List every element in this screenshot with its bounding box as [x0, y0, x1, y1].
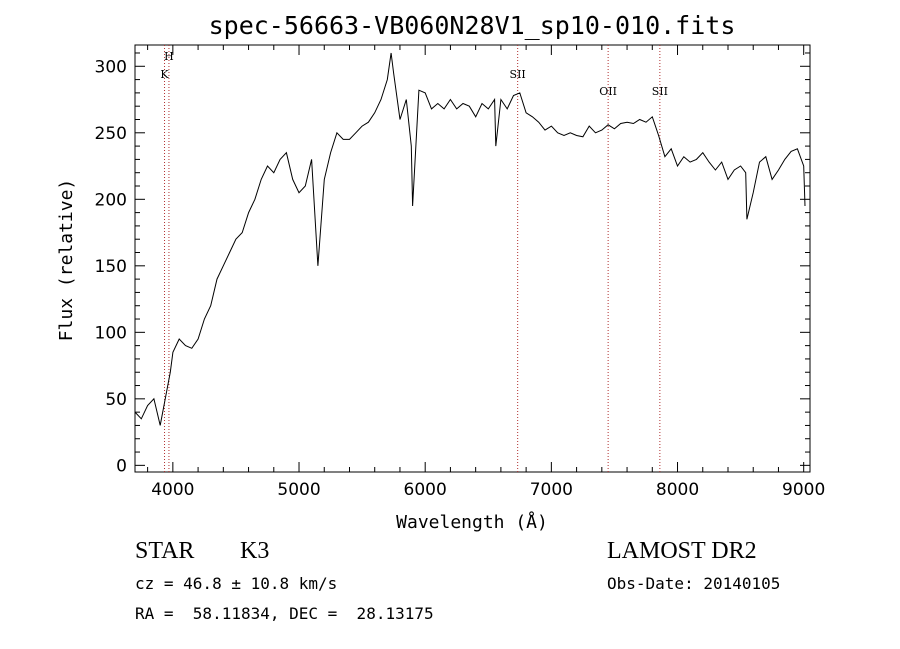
y-axis-label: Flux (relative)	[56, 179, 77, 342]
marker-label: K	[160, 68, 169, 81]
y-tick-label: 0	[116, 456, 127, 476]
obs-date-text: Obs-Date: 20140105	[607, 574, 781, 593]
y-tick-label: 300	[95, 57, 127, 77]
plot-frame	[134, 44, 811, 473]
x-tick-label: 5000	[277, 480, 320, 500]
x-axis: 4000 5000 6000 7000 8000 9000	[147, 45, 825, 500]
chart-title: spec-56663-VB060N28V1_sp10-010.fits	[209, 11, 736, 40]
y-tick-label: 100	[95, 323, 127, 343]
marker-label: OII	[599, 85, 617, 98]
x-tick-label: 6000	[404, 480, 447, 500]
survey-name: LAMOST DR2	[607, 538, 757, 564]
y-tick-label: 50	[105, 390, 127, 410]
object-subclass: K3	[240, 538, 270, 564]
redshift-text: cz = 46.8 ± 10.8 km/s	[135, 574, 338, 593]
line-markers: HK SII OII SII	[160, 45, 668, 472]
x-tick-label: 4000	[151, 480, 194, 500]
y-tick-label: 250	[95, 124, 127, 144]
y-axis: 0 50 100 150 200 250 300	[95, 52, 810, 476]
y-tick-label: 200	[95, 190, 127, 210]
y-tick-label: 150	[95, 257, 127, 277]
x-axis-label: Wavelength (Å)	[396, 511, 548, 533]
x-tick-label: 9000	[782, 480, 825, 500]
spectrum-line	[134, 52, 806, 426]
marker-label: SII	[510, 68, 526, 81]
object-class: STAR	[135, 538, 195, 564]
x-tick-label: 7000	[530, 480, 573, 500]
marker-label: H	[164, 50, 174, 63]
coordinates-text: RA = 58.11834, DEC = 28.13175	[135, 604, 434, 623]
marker-label: SII	[652, 85, 668, 98]
x-tick-label: 8000	[656, 480, 699, 500]
